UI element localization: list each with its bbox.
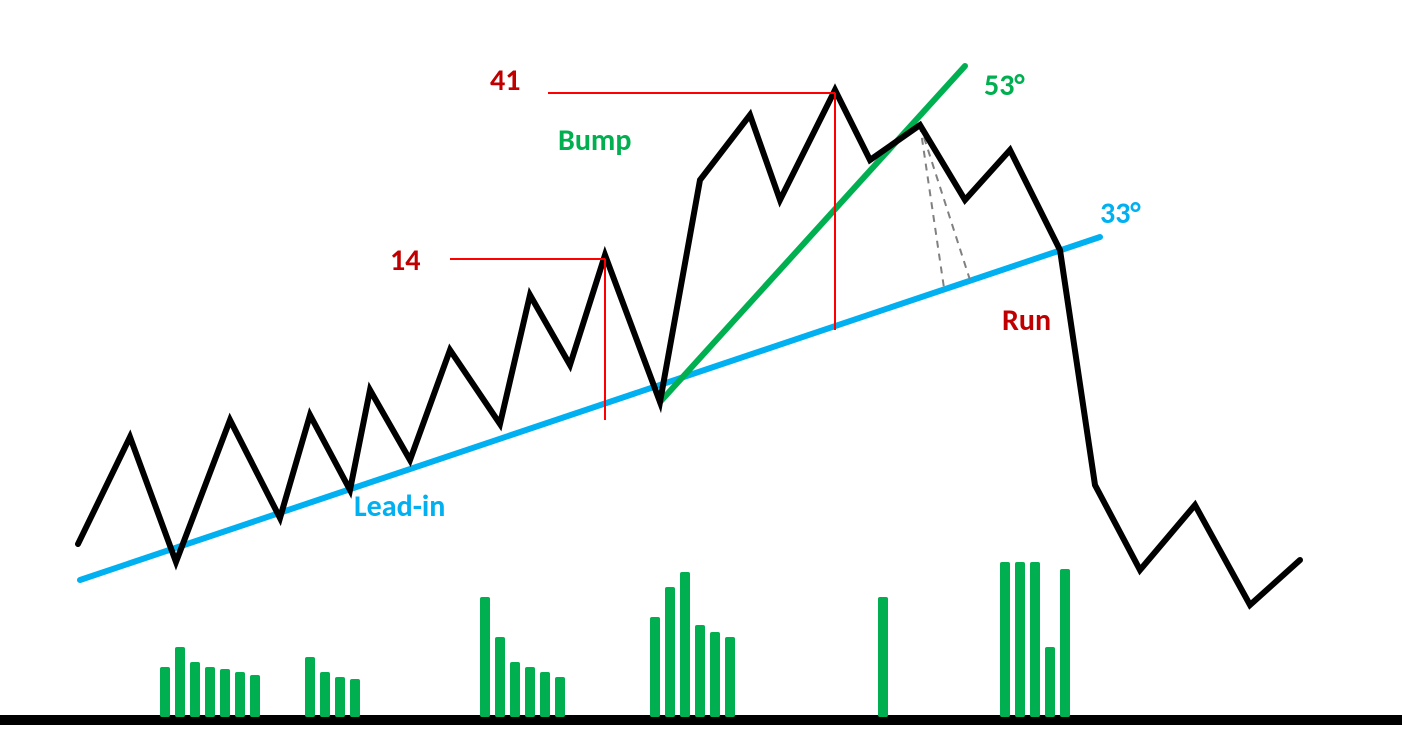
volume-bar: [320, 672, 330, 717]
volume-bar: [525, 667, 535, 717]
bump-trendline: [660, 66, 965, 402]
volume-bar: [350, 679, 360, 717]
volume-bar: [540, 672, 550, 717]
volume-bar: [878, 597, 888, 717]
leadin-trendline: [80, 237, 1100, 580]
volume-bar: [205, 667, 215, 717]
volume-bar: [680, 572, 690, 717]
bump-phase-label: Bump: [558, 122, 631, 159]
volume-bar: [1015, 562, 1025, 717]
volume-bar: [190, 662, 200, 717]
volume-bar: [1030, 562, 1040, 717]
leadin-angle-label: 33°: [1100, 195, 1141, 232]
volume-bar: [335, 677, 345, 717]
volume-bars: [160, 562, 1070, 717]
volume-bar: [220, 669, 230, 717]
volume-bar: [175, 647, 185, 717]
run-phase-label: Run: [1002, 302, 1051, 339]
price-line: [78, 90, 1300, 605]
volume-bar: [235, 672, 245, 717]
leadin-phase-label: Lead-in: [354, 488, 445, 525]
volume-bar: [1000, 562, 1010, 717]
volume-bar: [650, 617, 660, 717]
volume-bar: [695, 625, 705, 717]
volume-bar: [1045, 647, 1055, 717]
volume-bar: [480, 597, 490, 717]
volume-bar: [1060, 569, 1070, 717]
break-dash-line: [920, 125, 970, 280]
volume-bar: [305, 657, 315, 717]
volume-bar: [250, 675, 260, 717]
volume-bar: [495, 637, 505, 717]
volume-bar: [510, 662, 520, 717]
volume-bar: [665, 587, 675, 717]
height-marker-label: 14: [390, 242, 420, 279]
bump-angle-label: 53°: [984, 67, 1025, 104]
height-marker-label: 41: [490, 62, 520, 99]
volume-bar: [555, 677, 565, 717]
volume-bar: [725, 637, 735, 717]
volume-bar: [160, 667, 170, 717]
volume-bar: [710, 632, 720, 717]
